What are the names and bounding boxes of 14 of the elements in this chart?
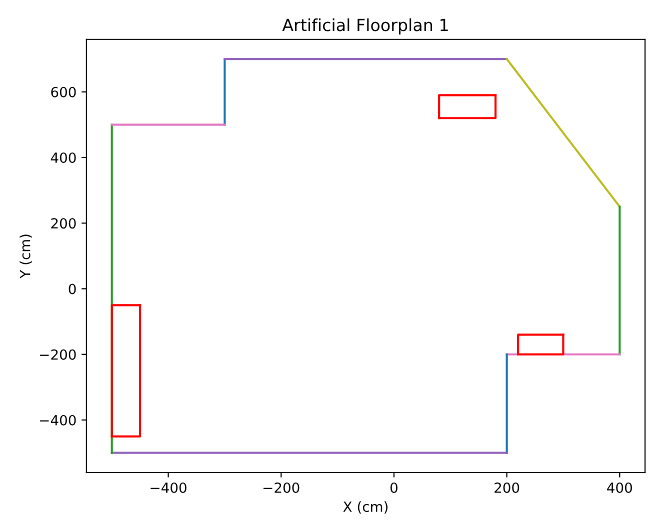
y-tick-label: 400 [50,152,76,163]
x-tick-label: 0 [390,482,398,493]
x-tick-label: −200 [264,482,300,493]
x-tick-label: 400 [607,482,632,493]
y-tick-label: −400 [40,414,76,426]
y-tick-label: −200 [40,349,76,360]
y-tick-label: 0 [68,284,76,294]
x-axis-title: X (cm) [343,501,388,514]
x-tick-label: 200 [494,482,520,493]
y-tick-label: 600 [51,86,76,98]
x-tick-label: −400 [150,482,186,493]
y-axis-title: Y (cm) [20,234,32,278]
y-tick-label: 200 [51,218,76,229]
chart-title: Artificial Floorplan 1 [282,18,448,35]
